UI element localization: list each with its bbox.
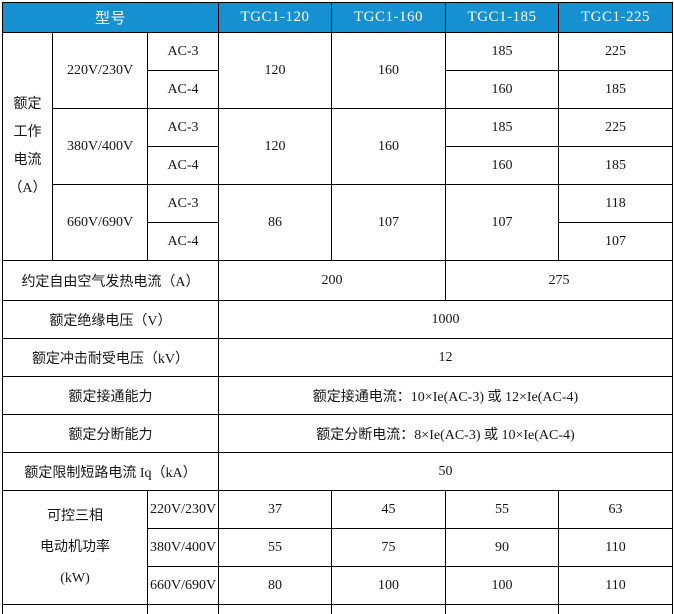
- voltage-cell: 380V/400V: [52, 108, 148, 185]
- value-cell: 55: [218, 528, 333, 567]
- table-row: 约定自由空气发热电流（A） 200 275: [1, 260, 674, 301]
- table-row: 660V/690V AC-3 86 107 107 118: [3, 184, 674, 261]
- table-row: AC-4 160 185: [3, 70, 674, 109]
- ac-class-cell: AC-4: [146, 70, 220, 109]
- motor-power-label-line: 电动机功率: [40, 540, 110, 555]
- spec-label-cell: 额定分断能力: [1, 414, 220, 453]
- table-row: 可控三相 电动机功率 (kW) 220V/230V 37 45 55 63: [2, 490, 674, 605]
- spec-label-cell: 额定限制短路电流 Iq（kA）: [1, 452, 220, 491]
- model-header-cell: TGC1-120: [218, 2, 333, 33]
- value-cell: 75: [331, 528, 447, 567]
- value-cell: 160: [445, 146, 560, 185]
- value-cell: 100: [331, 566, 447, 605]
- motor-power-label-line: 可控三相: [47, 509, 103, 524]
- model-header-cell: TGC1-185: [445, 2, 560, 33]
- model-label-cell: 型号: [1, 2, 220, 33]
- model-header-cell: TGC1-225: [558, 2, 674, 33]
- spec-value-cell: 12: [218, 338, 674, 377]
- rated-current-label-line: 额定: [13, 96, 42, 112]
- value-cell: 107: [558, 222, 674, 261]
- value-cell: 110: [558, 528, 674, 567]
- value-cell: 86: [218, 184, 333, 261]
- spec-value-cell: 50: [218, 452, 674, 491]
- value-cell: 185: [445, 32, 560, 71]
- motor-power-label-cell: 可控三相 电动机功率 (kW): [2, 490, 148, 605]
- rated-current-label-line: （A）: [8, 180, 47, 196]
- spec-value-cell: 200: [218, 260, 447, 301]
- value-cell: 225: [558, 32, 674, 71]
- partial-cell: [445, 604, 560, 614]
- ac-class-cell: AC-3: [146, 32, 220, 71]
- table-row: AC-4 107: [3, 222, 674, 261]
- rated-current-label-cell: 额定 工作 电流 （A）: [2, 32, 53, 261]
- partial-row: [2, 604, 674, 614]
- rated-current-label-line: 工作: [13, 124, 42, 140]
- value-cell: 63: [558, 490, 674, 529]
- table-row: AC-4 160 185: [3, 146, 674, 185]
- table-row: 额定分断能力 额定分断电流：8×Ie(AC-3) 或 10×Ie(AC-4): [1, 414, 674, 453]
- motor-power-label-line: (kW): [60, 571, 90, 586]
- value-cell: 107: [331, 184, 447, 261]
- partial-cell: [146, 604, 220, 614]
- voltage-cell: 660V/690V: [52, 184, 148, 261]
- value-cell: 55: [445, 490, 560, 529]
- spec-value-cell: 额定分断电流：8×Ie(AC-3) 或 10×Ie(AC-4): [218, 414, 674, 453]
- partial-cell: [558, 604, 674, 614]
- table-row: 额定接通能力 额定接通电流：10×Ie(AC-3) 或 12×Ie(AC-4): [1, 376, 674, 415]
- spec-value-cell: 275: [445, 260, 674, 301]
- table-row: 额定冲击耐受电压（kV） 12: [1, 338, 674, 377]
- ac-class-cell: AC-4: [146, 222, 220, 261]
- value-cell: 185: [558, 146, 674, 185]
- partial-cell: [331, 604, 447, 614]
- spec-value-cell: 额定接通电流：10×Ie(AC-3) 或 12×Ie(AC-4): [218, 376, 674, 415]
- value-cell: 110: [558, 566, 674, 605]
- ac-class-cell: AC-4: [146, 146, 220, 185]
- voltage-cell: 380V/400V: [146, 528, 220, 567]
- spec-label-cell: 约定自由空气发热电流（A）: [1, 260, 220, 301]
- ac-class-cell: AC-3: [146, 108, 220, 147]
- table-row: 660V/690V 80 100 100 110: [3, 566, 674, 605]
- value-cell: 185: [445, 108, 560, 147]
- value-cell: 107: [445, 184, 560, 261]
- rated-current-label-line: 电流: [13, 152, 42, 168]
- table-row: 380V/400V AC-3 120 160 185 225: [3, 108, 674, 185]
- value-cell: 80: [218, 566, 333, 605]
- partial-cell: [218, 604, 333, 614]
- value-cell: 120: [218, 108, 333, 185]
- value-cell: 118: [558, 184, 674, 223]
- value-cell: 160: [331, 108, 447, 185]
- value-cell: 100: [445, 566, 560, 605]
- ac-class-cell: AC-3: [146, 184, 220, 223]
- table-row: 额定限制短路电流 Iq（kA） 50: [1, 452, 674, 491]
- value-cell: 45: [331, 490, 447, 529]
- partial-cell: [2, 604, 148, 614]
- spec-value-cell: 1000: [218, 300, 674, 339]
- spec-label-cell: 额定冲击耐受电压（kV）: [1, 338, 220, 377]
- value-cell: 160: [445, 70, 560, 109]
- voltage-cell: 220V/230V: [52, 32, 148, 109]
- table-row: 额定 工作 电流 （A） 220V/230V AC-3 120 160 185 …: [2, 32, 674, 261]
- value-cell: 90: [445, 528, 560, 567]
- spec-label-cell: 额定接通能力: [1, 376, 220, 415]
- voltage-cell: 220V/230V: [146, 490, 220, 529]
- value-cell: 185: [558, 70, 674, 109]
- table-row: 380V/400V 55 75 90 110: [3, 528, 674, 567]
- table-header-row: 型号 TGC1-120 TGC1-160 TGC1-185 TGC1-225: [1, 2, 674, 33]
- value-cell: 37: [218, 490, 333, 529]
- value-cell: 160: [331, 32, 447, 109]
- value-cell: 225: [558, 108, 674, 147]
- table-row: 额定绝缘电压（V） 1000: [1, 300, 674, 339]
- model-header-cell: TGC1-160: [331, 2, 447, 33]
- value-cell: 120: [218, 32, 333, 109]
- voltage-cell: 660V/690V: [146, 566, 220, 605]
- spec-label-cell: 额定绝缘电压（V）: [1, 300, 220, 339]
